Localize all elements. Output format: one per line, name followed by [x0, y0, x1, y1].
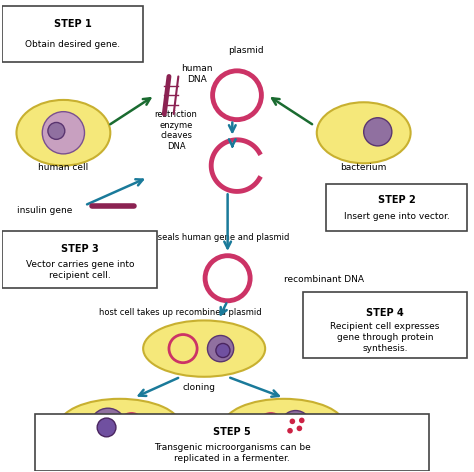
Circle shape [48, 122, 65, 139]
FancyBboxPatch shape [326, 185, 467, 231]
Text: recombinant DNA: recombinant DNA [284, 275, 364, 284]
Circle shape [280, 411, 311, 441]
Ellipse shape [17, 100, 110, 166]
FancyBboxPatch shape [35, 414, 429, 471]
Circle shape [299, 418, 305, 423]
Circle shape [287, 428, 293, 434]
Text: Insert gene into vector.: Insert gene into vector. [344, 211, 449, 220]
Text: host cell takes up recombined plasmid: host cell takes up recombined plasmid [100, 308, 262, 317]
Circle shape [90, 408, 126, 444]
Circle shape [290, 419, 295, 424]
Text: restriction
enzyme
cleaves
DNA: restriction enzyme cleaves DNA [155, 110, 198, 151]
Circle shape [97, 418, 116, 437]
Circle shape [364, 118, 392, 146]
Text: human cell: human cell [38, 163, 89, 172]
FancyBboxPatch shape [2, 231, 157, 287]
Text: bacterium: bacterium [340, 163, 387, 172]
FancyBboxPatch shape [2, 6, 143, 62]
Text: Obtain desired gene.: Obtain desired gene. [25, 40, 120, 49]
Text: Vector carries gene into
recipient cell.: Vector carries gene into recipient cell. [26, 260, 134, 280]
Text: STEP 2: STEP 2 [378, 194, 415, 204]
Text: human
DNA: human DNA [182, 64, 213, 84]
FancyBboxPatch shape [303, 292, 467, 358]
Text: STEP 1: STEP 1 [54, 19, 91, 29]
Ellipse shape [59, 399, 181, 453]
Text: STEP 5: STEP 5 [213, 427, 251, 437]
Ellipse shape [143, 320, 265, 377]
Text: plasmid: plasmid [228, 46, 264, 55]
Text: DNA ligase seals human gene and plasmid: DNA ligase seals human gene and plasmid [109, 233, 290, 242]
Text: STEP 3: STEP 3 [61, 244, 99, 254]
Text: Transgenic microorganisms can be
replicated in a fermenter.: Transgenic microorganisms can be replica… [154, 443, 310, 463]
Text: cloning: cloning [183, 383, 216, 392]
Circle shape [208, 336, 234, 362]
Text: Recipient cell expresses
gene through protein
synthesis.: Recipient cell expresses gene through pr… [330, 322, 439, 353]
Circle shape [297, 426, 302, 431]
Text: STEP 4: STEP 4 [366, 308, 404, 318]
Circle shape [42, 112, 84, 154]
Circle shape [216, 344, 230, 357]
Text: insulin gene: insulin gene [17, 206, 73, 215]
Ellipse shape [317, 102, 410, 163]
Ellipse shape [223, 399, 345, 453]
